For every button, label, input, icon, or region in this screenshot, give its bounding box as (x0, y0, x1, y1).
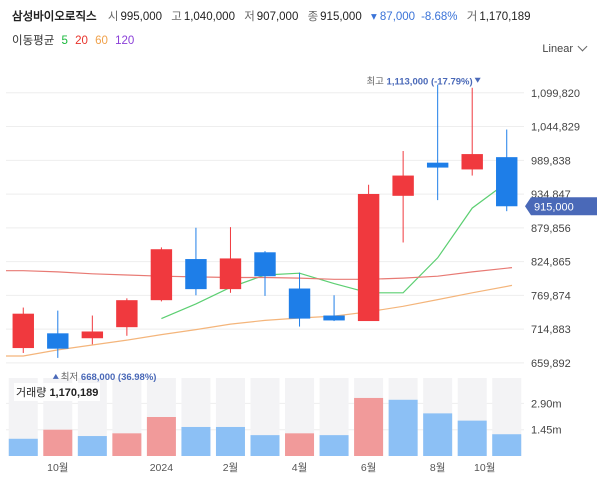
x-axis-tick-label: 10월 (47, 462, 68, 474)
volume-bar (146, 417, 176, 456)
candle-body (47, 333, 69, 349)
candle-body (288, 288, 311, 319)
last-price-badge-label: 915,000 (534, 201, 574, 213)
candle-body (12, 313, 34, 349)
volume-bar (285, 433, 315, 456)
price-axis-tick-label: 824,865 (531, 257, 571, 269)
candle-body (392, 175, 414, 196)
low-label: 저 (244, 11, 255, 23)
volume-bar (43, 429, 73, 456)
low-price: 907,000 (256, 11, 299, 23)
volume-bar (8, 438, 38, 456)
ma-legend-title: 이동평균 (12, 35, 55, 47)
low-annotation: 최저 668,000 (36.98%) (61, 372, 157, 383)
high-price: 1,040,000 (183, 11, 235, 23)
x-axis-tick-label: 4월 (292, 462, 308, 474)
volume-bar (215, 426, 245, 456)
volume-label: 거 (466, 11, 478, 23)
price-axis-tick-label: 659,892 (531, 358, 571, 370)
volume-bar (112, 433, 142, 456)
low-annotation-value: 668,000 (36.98%) (78, 372, 156, 383)
high-label: 고 (171, 11, 182, 23)
volume-panel-title: 거래량 1,170,189 (14, 383, 101, 401)
ma-120-label[interactable]: 120 (115, 35, 135, 47)
close-label: 종 (307, 11, 319, 23)
volume-value: 1,170,189 (479, 11, 531, 23)
low-annotation-label: 최저 (61, 372, 78, 383)
x-axis-tick-label: 10월 (474, 462, 495, 474)
ma-20-label[interactable]: 20 (75, 35, 88, 47)
ma-60-line (6, 284, 513, 357)
volume-bar (354, 397, 384, 456)
candle-body (219, 258, 242, 290)
down-triangle-icon (474, 77, 481, 83)
candle-body (81, 331, 104, 339)
x-axis-tick-label: 2024 (150, 462, 174, 474)
candle-body (426, 162, 449, 168)
price-axis-tick-label: 1,099,820 (531, 88, 580, 100)
volume-bar (319, 435, 349, 456)
ma-60-label[interactable]: 60 (95, 35, 108, 47)
volume-panel-value: 1,170,189 (49, 387, 99, 399)
x-axis-tick-label: 8월 (430, 462, 446, 474)
volume-bar (77, 436, 107, 456)
x-axis-tick-label: 6월 (361, 462, 377, 474)
price-axis-tick-label: 1,044,829 (531, 122, 580, 134)
volume-bar (250, 435, 280, 456)
candle-body (323, 315, 345, 321)
volume-panel-label: 거래량 (16, 387, 47, 399)
price-axis-tick-label: 769,874 (531, 290, 571, 302)
stock-name: 삼성바이오로직스 (12, 11, 97, 23)
moving-average-legend[interactable]: 이동평균 5 20 60 120 (12, 32, 138, 48)
candle-body (461, 154, 483, 170)
candle-body (150, 249, 173, 301)
close-price: 915,000 (320, 11, 362, 23)
last-price-badge (525, 197, 597, 216)
volume-bar (423, 413, 453, 456)
candle-body (185, 259, 207, 290)
volume-bar (457, 420, 487, 456)
ma-5-label[interactable]: 5 (61, 35, 68, 47)
volume-axis-tick-label: 1.45m (531, 425, 562, 437)
ma-5-line (161, 178, 513, 320)
volume-bar (388, 399, 418, 456)
price-axis-tick-label: 714,883 (531, 324, 571, 336)
volume-bar (492, 434, 522, 456)
x-axis-tick-label: 2월 (223, 462, 239, 474)
candle-body (496, 157, 518, 207)
price-change: ▾ 87,000 (370, 11, 416, 23)
ma-20-line (6, 267, 513, 280)
candle-body (357, 193, 380, 322)
high-annotation: 최고 1,113,000 (-17.79%) (366, 77, 472, 88)
volume-bar (181, 426, 211, 456)
volume-axis-tick-label: 2.90m (531, 398, 562, 410)
up-triangle-icon (52, 373, 59, 379)
high-annotation-label: 최고 (366, 77, 384, 88)
price-change-pct: -8.68% (421, 11, 458, 23)
candle-body (116, 300, 138, 328)
price-axis-tick-label: 989,838 (531, 155, 571, 167)
candle-body (254, 252, 276, 277)
high-annotation-value: 1,113,000 (-17.79%) (384, 77, 473, 88)
scale-dropdown-label: Linear (542, 43, 573, 55)
scale-dropdown[interactable]: Linear (542, 41, 588, 55)
price-axis-tick-label: 879,856 (531, 223, 571, 235)
open-price: 995,000 (120, 11, 163, 23)
open-label: 시 (107, 11, 119, 23)
